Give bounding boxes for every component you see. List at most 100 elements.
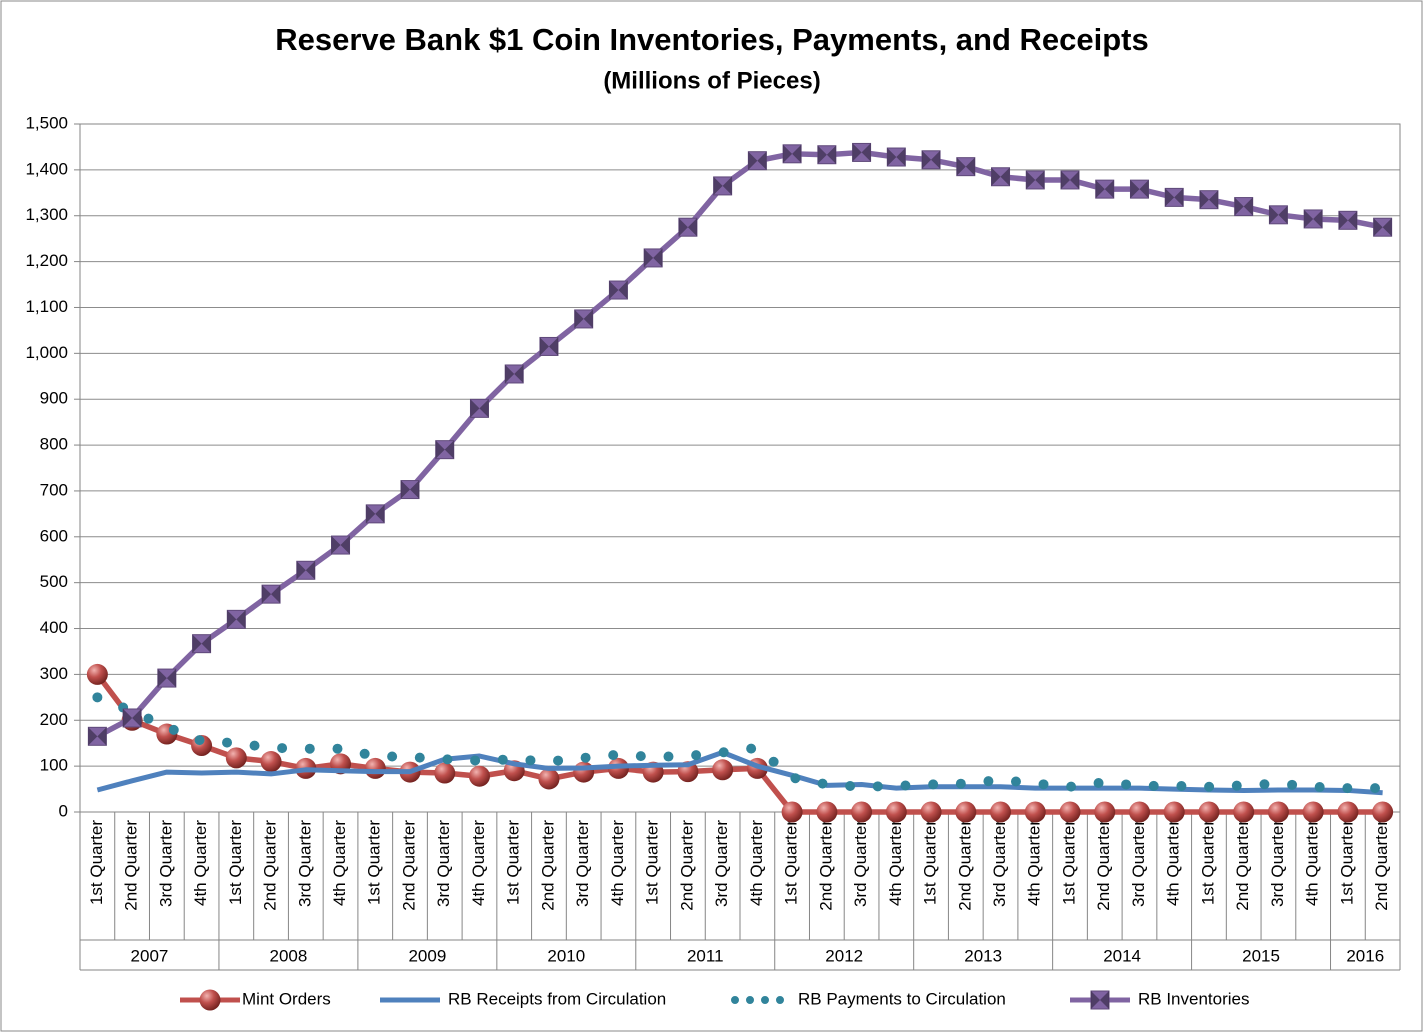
point [261,584,281,604]
point-pattern [1269,205,1288,224]
x-tick-label: 2nd Quarter [1372,820,1391,911]
x-group-label: 2015 [1242,946,1280,965]
point [364,757,386,779]
chart-title: Reserve Bank $1 Coin Inventories, Paymen… [275,22,1149,57]
x-tick-label: 1st Quarter [643,820,662,905]
y-tick-label: 100 [40,756,68,775]
point [990,801,1012,823]
point [434,762,456,784]
x-tick-label: 3rd Quarter [1129,820,1148,907]
point [435,440,455,460]
y-tick-label: 1,500 [25,113,68,132]
x-tick-label: 2nd Quarter [1094,820,1113,911]
x-group-label: 2007 [131,946,169,965]
x-group-label: 2011 [687,946,724,965]
point-pattern [783,144,802,163]
x-tick-label: 2nd Quarter [538,820,557,911]
point [1373,217,1393,237]
point [365,504,385,524]
point [921,150,941,170]
point [782,144,802,164]
point [468,765,490,787]
point [469,398,489,418]
point-pattern [192,634,211,653]
point-pattern [1234,197,1253,216]
point [1163,801,1185,823]
point-pattern [678,218,697,237]
x-tick-label: 3rd Quarter [573,820,592,907]
y-tick-label: 1,200 [25,251,68,270]
point-pattern [1373,218,1392,237]
point [504,364,524,384]
x-tick-label: 4th Quarter [469,820,488,906]
legend-label: RB Payments to Circulation [798,989,1006,1008]
point-pattern [1199,190,1218,209]
x-group-label: 2016 [1346,946,1384,965]
point [608,280,628,300]
point-pattern [366,504,385,523]
point-pattern [539,337,558,356]
point-pattern [88,727,107,746]
point [851,801,873,823]
point [87,726,107,746]
x-tick-label: 3rd Quarter [851,820,870,907]
y-tick-label: 600 [40,526,68,545]
point [400,480,420,500]
point-pattern [852,143,871,162]
point [817,145,837,165]
point-pattern [157,669,176,688]
x-tick-label: 2nd Quarter [1233,820,1252,911]
x-group-label: 2009 [408,946,446,965]
point-pattern [922,150,941,169]
x-tick-label: 2nd Quarter [399,820,418,911]
point-pattern [296,561,315,580]
y-tick-label: 1,000 [25,343,68,362]
chart-subtitle: (Millions of Pieces) [603,67,820,94]
point [86,663,108,685]
x-tick-label: 4th Quarter [886,820,905,906]
x-tick-label: 2nd Quarter [955,820,974,911]
point-pattern [1338,211,1357,230]
point-pattern [505,364,524,383]
point-pattern [262,585,281,604]
point [955,801,977,823]
point [1199,190,1219,210]
point-pattern [887,148,906,167]
series-line [92,692,1388,794]
x-tick-label: 2nd Quarter [677,820,696,911]
x-tick-label: 3rd Quarter [990,820,1009,907]
legend-label: RB Receipts from Circulation [448,989,666,1008]
y-tick-label: 900 [40,389,68,408]
x-tick-label: 3rd Quarter [712,820,731,907]
point [1094,801,1116,823]
legend-item: RB Payments to Circulation [731,989,1006,1008]
point-pattern [331,536,350,555]
point-pattern [401,480,419,499]
point-pattern [713,176,732,195]
y-tick-label: 800 [40,435,68,454]
point [1095,179,1115,199]
x-tick-label: 1st Quarter [1059,820,1078,905]
point [573,761,595,783]
x-tick-label: 1st Quarter [87,820,106,905]
x-tick-label: 3rd Quarter [1268,820,1287,907]
point [1059,801,1081,823]
y-tick-label: 500 [40,572,68,591]
point-pattern [1061,170,1079,189]
point [1268,205,1288,225]
series-line [96,749,1383,796]
y-tick-label: 200 [40,710,68,729]
point [1372,801,1394,823]
point [1234,197,1254,217]
point [122,708,142,728]
point [1233,801,1255,823]
point [192,634,212,654]
point [1129,179,1149,199]
point-pattern [644,248,663,267]
point [225,747,247,769]
x-tick-label: 4th Quarter [1164,820,1183,906]
point-pattern [1026,170,1045,189]
point [1025,170,1045,190]
